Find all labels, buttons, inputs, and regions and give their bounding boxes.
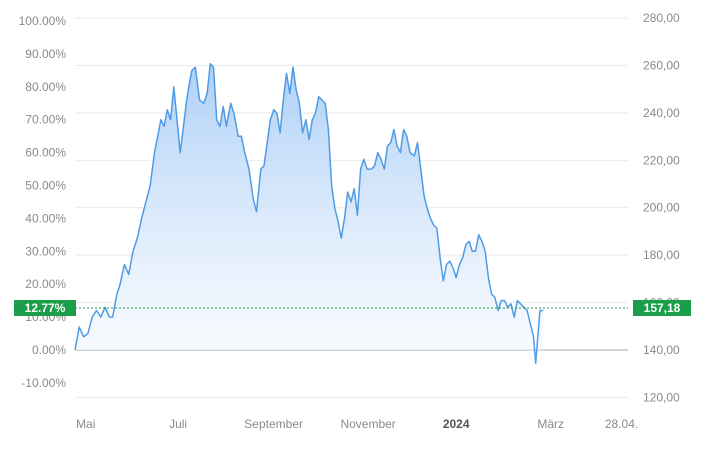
y-axis-left: 100.00% 90.00% 80.00% 70.00% 60.00% 50.00% 40.… [19,14,67,390]
x-tick-label: Mai [76,417,95,431]
y-left-tick-label: 20.00% [25,277,66,291]
y-left-tick-label: 50.00% [25,179,66,193]
series-area [75,63,544,364]
percent-badge-label: 12.77% [25,301,66,315]
y-left-tick-label: 80.00% [25,80,66,94]
y-right-tick-label: 220,00 [643,153,680,167]
area-layer [74,63,544,364]
y-right-tick-label: 180,00 [643,248,680,262]
y-right-tick-label: 240,00 [643,106,680,120]
y-right-tick-label: 260,00 [643,58,680,72]
y-axis-right: 280,00260,00240,00220,00200,00180,00160,… [643,11,680,404]
y-left-tick-label: 70.00% [25,113,66,127]
y-right-tick-label: 200,00 [643,201,680,215]
series-line [74,63,544,364]
y-right-tick-label: 120,00 [643,390,680,404]
y-left-tick-label: 60.00% [25,146,66,160]
y-left-tick-label: 90.00% [25,47,66,61]
x-tick-label: September [244,417,303,431]
x-tick-label: März [537,417,564,431]
y-left-tick-label: 30.00% [25,244,66,258]
x-tick-label: November [340,417,395,431]
y-left-tick-label: 100.00% [19,14,67,28]
price-badge-label: 157,18 [644,301,681,315]
y-right-tick-label: 280,00 [643,11,680,25]
y-right-tick-label: 140,00 [643,343,680,357]
current-value-marker: 12.77% 157,18 [14,299,691,316]
x-axis: Mai Juli September November 2024 März 28.04. [76,417,638,431]
x-tick-label: Juli [169,417,187,431]
x-tick-label: 2024 [443,417,470,431]
percent-badge [14,299,76,316]
y-left-tick-label: -10.00% [21,376,66,390]
price-badge [633,299,691,316]
y-left-tick-label: 40.00% [25,211,66,225]
y-left-tick-label: 0.00% [32,343,66,357]
x-tick-label: 28.04. [605,417,638,431]
